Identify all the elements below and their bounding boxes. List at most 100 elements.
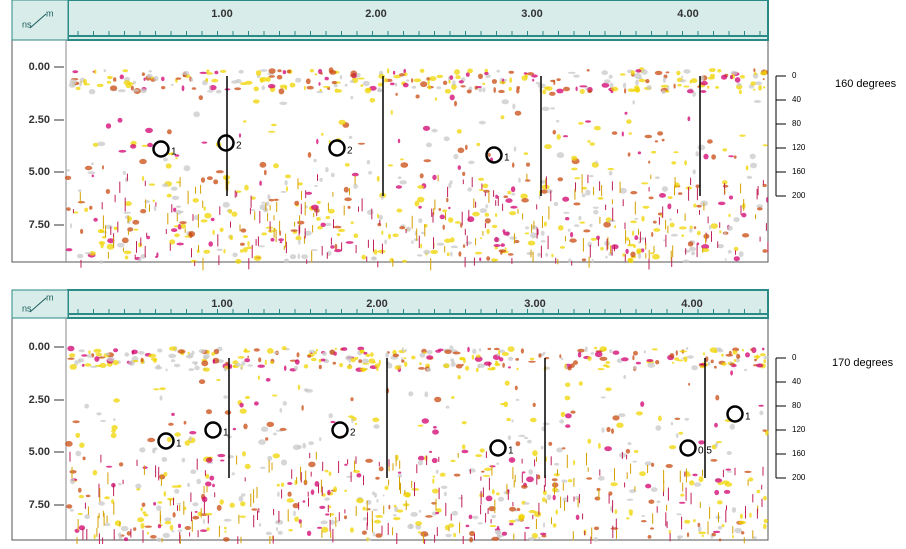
reflection xyxy=(477,364,485,368)
reflection xyxy=(350,74,356,77)
reflection xyxy=(604,446,612,451)
reflection xyxy=(117,243,124,248)
reflection xyxy=(153,200,155,203)
reflection xyxy=(284,180,287,185)
reflection xyxy=(367,160,370,164)
x-label: 2.00 xyxy=(365,8,386,20)
reflection xyxy=(443,81,447,85)
reflection xyxy=(433,476,436,478)
reflection xyxy=(717,69,721,73)
reflection xyxy=(646,359,653,362)
reflection xyxy=(168,423,174,426)
reflection xyxy=(325,223,331,226)
reflection xyxy=(666,71,670,73)
reflection xyxy=(500,251,502,255)
reflection xyxy=(694,226,696,229)
reflection xyxy=(363,81,370,86)
reflection xyxy=(388,505,390,510)
reflection xyxy=(547,494,552,500)
reflection xyxy=(489,525,496,527)
reflection xyxy=(258,439,266,445)
reflection xyxy=(145,128,153,133)
reflection xyxy=(630,221,637,224)
reflection xyxy=(603,364,608,367)
reflection xyxy=(476,368,479,372)
reflection xyxy=(417,185,424,188)
reflection xyxy=(416,95,420,99)
reflection xyxy=(217,454,225,457)
x-label: 3.00 xyxy=(524,298,545,310)
reflection xyxy=(669,445,676,449)
reflection xyxy=(69,353,75,357)
reflection xyxy=(455,221,461,224)
scale-label: 200 xyxy=(792,191,806,200)
reflection xyxy=(650,252,654,254)
reflection xyxy=(605,361,610,364)
reflection xyxy=(688,116,691,121)
reflection xyxy=(554,473,560,476)
reflection xyxy=(240,243,245,246)
reflection xyxy=(344,197,352,201)
reflection xyxy=(426,355,433,360)
reflection xyxy=(375,363,380,368)
reflection xyxy=(641,515,645,517)
reflection xyxy=(557,152,565,158)
reflection xyxy=(505,381,510,386)
reflection xyxy=(657,131,663,135)
reflection xyxy=(440,473,446,477)
reflection xyxy=(476,86,482,88)
reflection xyxy=(749,513,751,518)
reflection xyxy=(618,413,626,417)
marker-label: 1 xyxy=(171,147,177,158)
reflection xyxy=(118,89,126,92)
reflection xyxy=(667,85,669,90)
reflection xyxy=(124,537,128,541)
reflection xyxy=(390,83,395,86)
reflection xyxy=(556,89,563,94)
reflection xyxy=(308,441,314,445)
reflection xyxy=(148,354,156,358)
x-label: 1.00 xyxy=(211,298,232,310)
reflection xyxy=(480,237,482,239)
reflection xyxy=(598,443,601,449)
reflection xyxy=(748,477,753,481)
reflection xyxy=(323,86,331,88)
reflection xyxy=(224,527,227,530)
reflection xyxy=(679,350,687,352)
reflection xyxy=(418,456,425,461)
reflection xyxy=(479,258,481,262)
reflection xyxy=(245,81,253,85)
reflection xyxy=(512,104,515,110)
reflection xyxy=(454,474,461,477)
reflection xyxy=(310,69,314,73)
reflection xyxy=(307,531,311,536)
reflection xyxy=(166,163,172,168)
reflection xyxy=(746,165,749,170)
reflection xyxy=(216,170,224,173)
reflection xyxy=(499,357,503,361)
reflection xyxy=(337,233,341,236)
reflection xyxy=(509,211,516,215)
reflection xyxy=(739,251,744,257)
reflection xyxy=(99,363,106,368)
reflection xyxy=(269,199,274,202)
reflection xyxy=(439,208,442,211)
reflection xyxy=(238,356,245,359)
reflection xyxy=(318,82,320,86)
reflection xyxy=(80,229,83,234)
reflection xyxy=(725,469,731,471)
reflection xyxy=(624,88,626,93)
reflection xyxy=(655,425,661,431)
reflection xyxy=(396,185,402,188)
reflection xyxy=(760,71,767,75)
reflection xyxy=(662,186,668,192)
reflection xyxy=(684,160,687,165)
reflection xyxy=(435,512,439,514)
reflection xyxy=(306,78,311,84)
reflection xyxy=(246,246,252,249)
reflection xyxy=(527,72,534,75)
reflection xyxy=(118,150,126,153)
reflection xyxy=(551,254,553,258)
reflection xyxy=(384,239,387,244)
reflection xyxy=(356,473,361,477)
